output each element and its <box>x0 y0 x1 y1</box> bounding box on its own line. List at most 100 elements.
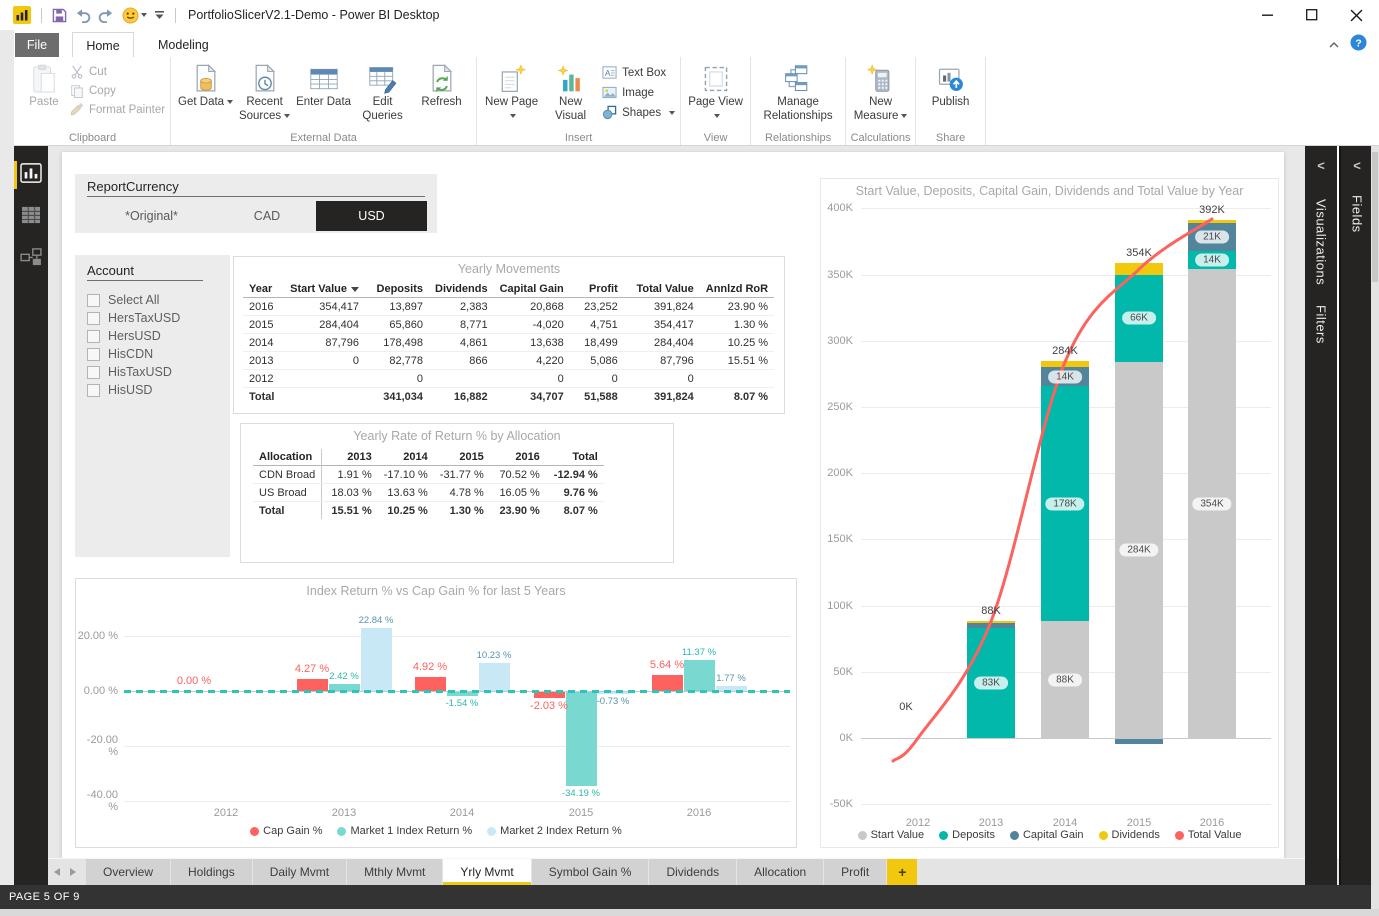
minimize-button[interactable] <box>1261 8 1275 22</box>
bar-market-2-index-return-2013[interactable] <box>360 628 392 691</box>
bar-cap-gain-2016[interactable] <box>651 675 683 691</box>
legend-item-capital-gain[interactable]: Capital Gain <box>1009 829 1084 841</box>
page-tab-profit[interactable]: Profit <box>824 859 887 885</box>
column-header-start-value[interactable]: Start Value <box>283 281 365 298</box>
account-item-hisusd[interactable]: HisUSD <box>87 381 224 399</box>
bar-market-1-index-return-2014[interactable] <box>446 692 478 697</box>
ribbon-enter-data-button[interactable]: Enter Data <box>294 60 353 111</box>
save-button[interactable] <box>52 8 67 23</box>
page-tab-overview[interactable]: Overview <box>86 859 171 885</box>
bar-market-2-index-return-2016[interactable] <box>715 686 747 691</box>
ribbon-image-button[interactable]: Image <box>602 85 675 100</box>
ribbon-recent-sources-button[interactable]: Recent Sources <box>235 60 294 124</box>
expand-panel-chevron-icon[interactable]: < <box>1317 158 1325 173</box>
column-header-deposits[interactable]: Deposits <box>365 281 429 298</box>
page-tab-daily-mvmt[interactable]: Daily Mvmt <box>252 859 347 885</box>
ribbon-cut-button[interactable]: Cut <box>70 65 165 79</box>
legend-item-dividends[interactable]: Dividends <box>1098 829 1160 841</box>
legend-item-total-value[interactable]: Total Value <box>1174 829 1241 841</box>
account-item-hiscdn[interactable]: HisCDN <box>87 345 224 363</box>
column-header-2013[interactable]: 2013 <box>321 449 378 466</box>
maximize-button[interactable] <box>1305 8 1319 22</box>
ribbon-text-box-button[interactable]: A Text Box <box>602 65 675 80</box>
account-item-histaxusd[interactable]: HisTaxUSD <box>87 363 224 381</box>
feedback-smiley-button[interactable] <box>122 6 147 24</box>
bar-market-1-index-return-2013[interactable] <box>328 684 360 691</box>
expand-panel-chevron-icon[interactable]: < <box>1353 158 1361 173</box>
prev-page-arrow-icon[interactable] <box>54 868 60 876</box>
currency-option-cad[interactable]: CAD <box>253 209 281 223</box>
ribbon-refresh-button[interactable]: Refresh <box>412 60 471 111</box>
page-tab-yrly-mvmt[interactable]: Yrly Mvmt <box>443 859 531 885</box>
tab-modeling[interactable]: Modeling <box>158 38 209 52</box>
data-view-button[interactable] <box>14 196 48 238</box>
bar-market-1-index-return-2015[interactable] <box>565 692 597 787</box>
account-item-select-all[interactable]: Select All <box>87 291 224 309</box>
ribbon-page-view-button[interactable]: Page View <box>686 60 745 124</box>
bar-cap-gain-2013[interactable] <box>296 679 328 691</box>
report-view-button[interactable] <box>14 154 48 196</box>
add-page-button[interactable]: + <box>887 859 918 885</box>
currency-option-usd[interactable]: USD <box>316 201 427 231</box>
segment-dividends-2015[interactable] <box>1115 262 1163 275</box>
column-header-allocation[interactable]: Allocation <box>253 449 323 466</box>
collapse-ribbon-button[interactable] <box>1328 36 1340 54</box>
visualizations-panel-label[interactable]: Visualizations <box>1313 199 1329 286</box>
page-tab-allocation[interactable]: Allocation <box>737 859 824 885</box>
file-menu-button[interactable]: File <box>15 33 59 57</box>
account-item-hersusd[interactable]: HersUSD <box>87 327 224 345</box>
ribbon-new-visual-button[interactable]: New Visual <box>541 60 600 124</box>
legend-item-market-2-index-return[interactable]: Market 2 Index Return % <box>487 825 622 837</box>
redo-button[interactable] <box>98 8 115 23</box>
customize-toolbar-button[interactable] <box>154 10 165 20</box>
column-header-2015[interactable]: 2015 <box>433 449 490 466</box>
column-header-year[interactable]: Year <box>243 281 283 298</box>
segment-dividends-2014[interactable] <box>1041 360 1089 368</box>
bar-market-2-index-return-2015[interactable] <box>597 692 629 694</box>
column-header-2014[interactable]: 2014 <box>377 449 434 466</box>
column-header-total[interactable]: Total <box>545 449 604 466</box>
fields-panel-label[interactable]: Fields <box>1349 195 1365 233</box>
ribbon-new-measure-button[interactable]: New Measure <box>851 60 910 124</box>
segment-capital-gain-2015[interactable] <box>1115 739 1163 745</box>
ribbon-format-painter-button[interactable]: Format Painter <box>70 103 165 117</box>
column-header-annlzd-ror[interactable]: Annlzd RoR <box>699 281 775 298</box>
ribbon-paste-button[interactable]: Paste <box>20 60 68 111</box>
filters-panel-label[interactable]: Filters <box>1313 305 1329 345</box>
legend-item-market-1-index-return[interactable]: Market 1 Index Return % <box>337 825 472 837</box>
ribbon-get-data-button[interactable]: Get Data <box>176 60 235 111</box>
column-header-capital-gain[interactable]: Capital Gain <box>493 281 570 298</box>
bar-cap-gain-2014[interactable] <box>414 677 446 691</box>
segment-capital-gain-2013[interactable] <box>967 622 1015 629</box>
segment-dividends-2016[interactable] <box>1188 220 1236 223</box>
column-header-profit[interactable]: Profit <box>569 281 624 298</box>
legend-item-deposits[interactable]: Deposits <box>939 829 995 841</box>
currency-option-original[interactable]: *Original* <box>125 209 178 223</box>
ribbon-manage-relationships-button[interactable]: Manage Relationships <box>756 60 840 124</box>
help-button[interactable]: ? <box>1350 34 1367 56</box>
bar-market-1-index-return-2016[interactable] <box>683 659 715 691</box>
ribbon-shapes-button[interactable]: Shapes <box>602 105 676 120</box>
ribbon-edit-queries-button[interactable]: Edit Queries <box>353 60 412 124</box>
scrollbar[interactable] <box>1372 152 1378 282</box>
legend-item-cap-gain[interactable]: Cap Gain % <box>250 825 322 837</box>
bar-market-2-index-return-2014[interactable] <box>478 662 510 691</box>
column-header-2016[interactable]: 2016 <box>489 449 546 466</box>
ribbon-copy-button[interactable]: Copy <box>70 84 165 98</box>
next-page-arrow-icon[interactable] <box>70 868 76 876</box>
account-item-herstaxusd[interactable]: HersTaxUSD <box>87 309 224 327</box>
close-button[interactable] <box>1349 8 1363 22</box>
column-header-total-value[interactable]: Total Value <box>623 281 700 298</box>
page-tab-holdings[interactable]: Holdings <box>171 859 252 885</box>
page-tab-symbol-gain[interactable]: Symbol Gain % <box>531 859 649 885</box>
page-tab-dividends[interactable]: Dividends <box>649 859 737 885</box>
page-tab-mthly-mvmt[interactable]: Mthly Mvmt <box>347 859 443 885</box>
bar-cap-gain-2015[interactable] <box>533 692 565 698</box>
column-header-dividends[interactable]: Dividends <box>429 281 494 298</box>
segment-dividends-2013[interactable] <box>967 621 1015 623</box>
ribbon-publish-button[interactable]: Publish <box>921 60 980 111</box>
ribbon-new-page-button[interactable]: New Page <box>482 60 541 124</box>
legend-item-start-value[interactable]: Start Value <box>857 829 924 841</box>
relationships-view-button[interactable] <box>14 238 48 280</box>
undo-button[interactable] <box>74 8 91 23</box>
